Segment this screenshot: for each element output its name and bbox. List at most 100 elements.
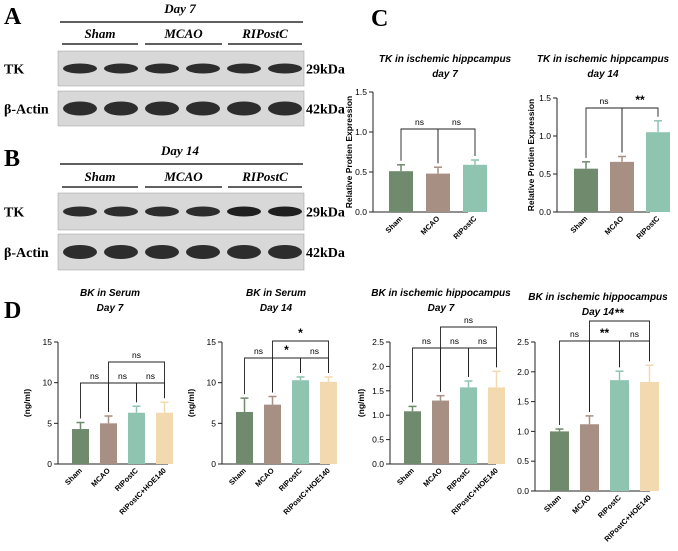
chart-title-line: Day 7 (428, 303, 455, 314)
significance-label: ns (310, 346, 319, 356)
bar (128, 412, 145, 464)
significance-bracket (440, 326, 497, 392)
blot-group-label: MCAO (163, 169, 203, 184)
significance-bracket (108, 382, 137, 413)
significance-label: ns (118, 371, 127, 381)
blot-band (104, 245, 138, 259)
bar (320, 381, 337, 464)
significance-label: * (298, 326, 303, 340)
chart-title-line: BK in Serum (246, 288, 306, 299)
bar (156, 412, 173, 464)
panel-label-a: A (4, 4, 22, 30)
bar (646, 132, 670, 212)
blot-day-label: Day 14 (160, 143, 199, 158)
y-tick-label: 15 (207, 337, 217, 347)
blot-protein-label: TK (4, 206, 24, 221)
y-axis-label: (ng/ml) (356, 389, 366, 417)
chart-title-line: Day 14 (260, 303, 293, 314)
chart-2: TK in ischemic hippcampus day 14 0.0 0.5 1.0… (526, 54, 670, 241)
blot-b: Day 14 Sham MCAO RIPostC TK 29kDa β-Actin 42kDa (4, 143, 345, 271)
x-tick-label: MCAO (603, 214, 626, 237)
bar (580, 424, 599, 491)
chart-title-line: BK in ischemic hippocampus (528, 292, 668, 303)
y-tick-label: 10 (207, 378, 217, 388)
bar (550, 431, 569, 491)
significance-bracket (272, 340, 329, 393)
y-tick-label: 0.5 (539, 169, 551, 179)
x-tick-label: MCAO (421, 466, 444, 489)
blot-size-label: 29kDa (306, 206, 345, 221)
y-tick-label: 5 (47, 418, 52, 428)
bar (100, 423, 117, 464)
blot-band (268, 206, 302, 217)
significance-bracket (136, 382, 165, 403)
y-tick-label: 0.0 (539, 207, 551, 217)
blot-protein-label: β-Actin (4, 103, 49, 118)
significance-label: ns (450, 336, 459, 346)
y-axis-label: (ng/ml) (22, 389, 32, 417)
y-axis-label: Relative Protien Expression (344, 96, 354, 208)
blot-membrane (57, 192, 305, 231)
y-tick-label: 15 (43, 337, 53, 347)
blot-band (227, 206, 261, 217)
chart-1: TK in ischemic hippcampus day 7 0.0 0.5 1.0 1… (344, 54, 512, 241)
significance-bracket (440, 347, 469, 392)
y-tick-label: 2.5 (372, 337, 384, 347)
significance-bracket (621, 107, 659, 153)
significance-bracket (108, 361, 165, 413)
significance-label: ns (464, 315, 473, 325)
significance-bracket (412, 347, 441, 403)
y-tick-label: 1.0 (517, 426, 529, 436)
bar (389, 171, 413, 212)
significance-bracket (619, 340, 650, 368)
significance-label: ns (146, 371, 155, 381)
significance-label: ns (452, 117, 461, 127)
significance-label: ns (90, 371, 99, 381)
significance-label: ns (415, 117, 424, 127)
significance-label: ns (600, 96, 609, 106)
blot-band (145, 206, 179, 217)
y-tick-label: 1.0 (539, 131, 551, 141)
x-tick-label: MCAO (570, 493, 593, 516)
blot-size-label: 42kDa (306, 103, 345, 118)
bar (488, 387, 505, 464)
panel-label-b: B (4, 146, 20, 172)
bar-charts: TK in ischemic hippcampus day 7 0.0 0.5 1.0 1… (22, 54, 670, 543)
significance-bracket (437, 128, 476, 164)
significance-label: ns (254, 346, 263, 356)
x-tick-label: RIPostC (596, 493, 623, 520)
blot-band (63, 206, 97, 217)
y-tick-label: 1.0 (372, 410, 384, 420)
y-tick-label: 1.0 (355, 127, 367, 137)
panel-label-c: C (371, 6, 388, 32)
blot-protein-label: TK (4, 63, 24, 78)
y-tick-label: 0.5 (372, 435, 384, 445)
y-tick-label: 1.5 (517, 397, 529, 407)
significance-label: ns (422, 336, 431, 346)
y-tick-label: 2.0 (517, 367, 529, 377)
significance-label: * (284, 343, 289, 357)
bar (292, 380, 309, 464)
x-tick-label: RIPostC (451, 214, 478, 241)
blot-band (145, 245, 179, 259)
bar (574, 168, 598, 212)
y-tick-label: 0 (211, 459, 216, 469)
blot-group-label: RIPostC (241, 26, 288, 41)
chart-4: BK in Serum Day 14 0 5 10 15 (ng/ml) Sham MCAO RI… (186, 288, 337, 516)
chart-title-line: TK in ischemic hippcampus (379, 54, 512, 65)
y-tick-label: 2.5 (517, 337, 529, 347)
significance-bracket (244, 357, 273, 395)
y-tick-label: 2.0 (372, 361, 384, 371)
blot-band (268, 245, 302, 259)
x-tick-label: Sham (384, 214, 405, 235)
significance-label: ns (570, 329, 579, 339)
x-tick-label: Sham (569, 214, 590, 235)
x-tick-label: RIPostC (445, 466, 472, 493)
blot-size-label: 42kDa (306, 246, 345, 261)
significance-bracket (585, 107, 623, 158)
significance-bracket (400, 128, 439, 164)
bar (72, 429, 89, 464)
blot-band (63, 245, 97, 259)
blot-band (186, 206, 220, 217)
